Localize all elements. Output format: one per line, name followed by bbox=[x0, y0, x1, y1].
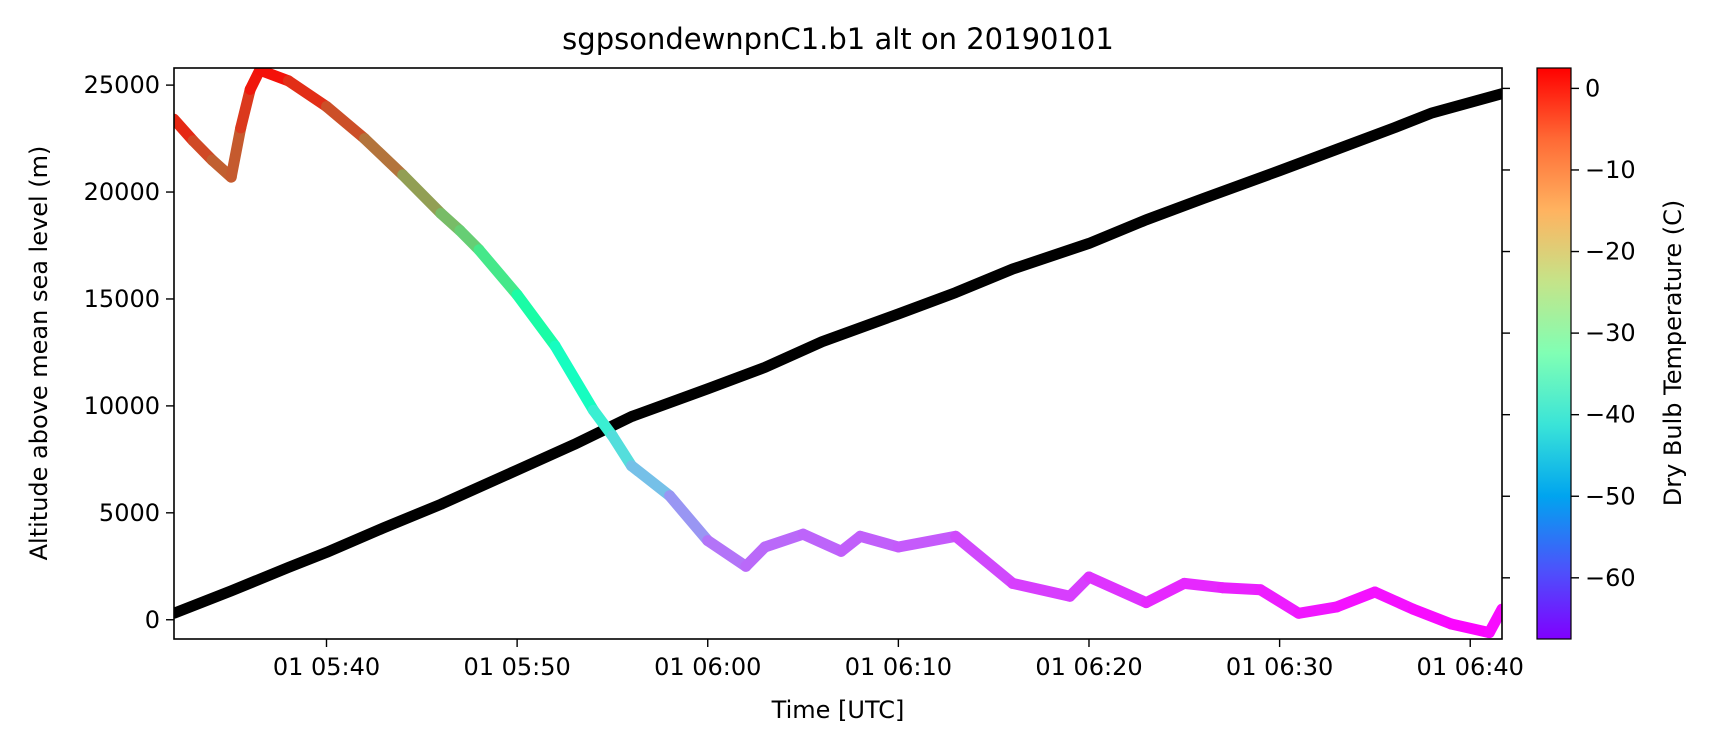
colorbar bbox=[1536, 67, 1572, 640]
y-tick-label: 0 bbox=[145, 606, 160, 634]
colorbar-tick-label: −20 bbox=[1585, 238, 1636, 266]
temperature-line-segment bbox=[511, 289, 561, 352]
y-tick-label: 15000 bbox=[84, 285, 160, 313]
temperature-line-segment bbox=[626, 460, 676, 502]
chart-title: sgpsondewnpnC1.b1 alt on 20190101 bbox=[562, 22, 1114, 56]
temperature-line-segment bbox=[1407, 603, 1457, 630]
temperature-line-segment bbox=[854, 530, 904, 553]
temperature-line-segment bbox=[359, 133, 409, 181]
plot-area-frame bbox=[173, 67, 1503, 640]
x-axis-label: Time [UTC] bbox=[771, 696, 905, 724]
colorbar-tick-label: 0 bbox=[1585, 74, 1600, 102]
x-tick-label: 01 06:20 bbox=[1035, 653, 1142, 681]
temperature-line-segment bbox=[759, 528, 809, 553]
temperature-line-segment bbox=[892, 530, 962, 553]
colorbar-tick-label: −50 bbox=[1585, 482, 1636, 510]
temperature-line-segment bbox=[950, 530, 1019, 589]
y-tick-label: 10000 bbox=[84, 392, 160, 420]
temperature-line-segment bbox=[1216, 582, 1266, 596]
right-axis-ticks bbox=[1502, 87, 1510, 579]
temperature-line-segment bbox=[473, 244, 523, 301]
x-tick-label: 01 06:30 bbox=[1226, 653, 1333, 681]
temperature-line-segment bbox=[321, 101, 371, 145]
x-tick-label: 01 05:50 bbox=[463, 653, 570, 681]
temperature-line-segment bbox=[664, 490, 714, 547]
y-tick-label: 20000 bbox=[84, 178, 160, 206]
temperature-line-segment bbox=[1445, 618, 1495, 639]
temperature-line-segment bbox=[797, 528, 847, 557]
temperature-line-segment bbox=[549, 340, 599, 416]
temperature-line-segment bbox=[397, 169, 447, 219]
y-tick-label: 5000 bbox=[99, 499, 160, 527]
colorbar-tick-label: −60 bbox=[1585, 564, 1636, 592]
x-tick-label: 01 06:40 bbox=[1417, 653, 1524, 681]
y-axis-label: Altitude above mean sea level (m) bbox=[25, 146, 53, 561]
temperature-line-segment bbox=[225, 122, 247, 183]
temperature-line-segment bbox=[1255, 584, 1305, 619]
temperature-line-segment bbox=[702, 535, 752, 572]
temperature-line-segment bbox=[606, 430, 637, 472]
temperature-line-segment bbox=[282, 75, 332, 112]
x-tick-label: 01 06:10 bbox=[845, 653, 952, 681]
temperature-line-segment bbox=[1331, 586, 1381, 613]
temperature-line-segment bbox=[1369, 586, 1419, 615]
x-axis: 01 05:40 01 05:50 01 06:00 01 06:10 01 06:20… bbox=[273, 639, 1524, 681]
temperature-line-segment bbox=[1293, 601, 1343, 619]
colorbar-tick-label: −40 bbox=[1585, 401, 1636, 429]
series-layer bbox=[174, 68, 1502, 639]
temperature-line-segment bbox=[1178, 577, 1228, 594]
x-tick-label: 01 05:40 bbox=[273, 653, 380, 681]
y-axis: 0 5000 10000 15000 20000 25000 bbox=[84, 71, 174, 634]
temperature-line-segment bbox=[235, 83, 256, 134]
temperature-line-segment bbox=[1140, 577, 1190, 609]
colorbar-tick-label: −30 bbox=[1585, 319, 1636, 347]
x-tick-label: 01 06:00 bbox=[654, 653, 761, 681]
y-tick-label: 25000 bbox=[84, 71, 160, 99]
colorbar-tick-label: −10 bbox=[1585, 156, 1636, 184]
temperature-line-segment bbox=[1083, 571, 1152, 609]
colorbar-label: Dry Bulb Temperature (C) bbox=[1659, 200, 1687, 507]
colorbar-axis: 0 −10 −20 −30 −40 −50 −60 bbox=[1571, 74, 1636, 592]
temperature-line-segment bbox=[1007, 577, 1076, 602]
altitude-line bbox=[174, 88, 1502, 619]
temperature-line-segment bbox=[1483, 603, 1502, 639]
